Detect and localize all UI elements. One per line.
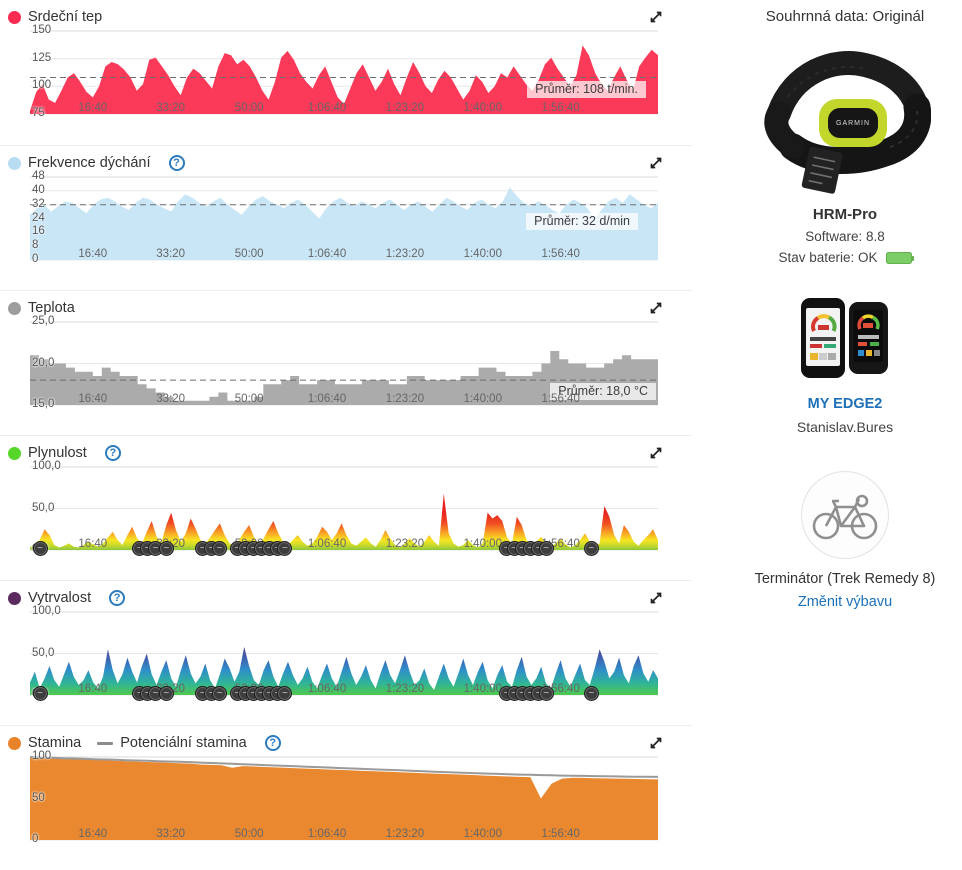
device-battery-status: Stav baterie: OK [736,250,954,265]
wave-marker-icon[interactable]: ~ [212,686,228,701]
summary-data-title: Souhrnná data: Originál [765,8,925,25]
chart-plot-heart-rate[interactable]: Průměr: 108 t/min. 150 125 100 75 16:40 33:20 5… [30,24,658,119]
hrm-pro-product-image: GARMIN [736,37,954,202]
chart-legend: Plynulost? [8,445,121,461]
device-name: HRM-Pro [812,206,878,223]
wave-marker-icon[interactable]: ~ [583,686,599,701]
expand-icon[interactable] [648,735,664,751]
legend-label: Srdeční tep [28,9,103,25]
chart-section-temperature: Teplota Průměr: 18,0 °C 25,0 20,0 15,0 16:40… [0,290,692,435]
chart-plot-stamina[interactable]: 100 50 0 16:40 33:20 50:00 1:06:40 1:23:20 1:40:… [29,750,659,845]
wave-marker-icon[interactable]: ~ [277,686,293,701]
chart-legend: Frekvence dýchání? [8,155,185,171]
legend-item-flow[interactable]: Plynulost [8,445,87,461]
edge-devices-illustration [801,298,888,378]
expand-icon[interactable] [648,155,664,171]
wave-marker-icon[interactable]: ~ [538,686,554,701]
dot-legend-marker [8,591,21,605]
chart-legend: Srdeční tep [8,9,118,25]
chart-section-heart-rate: Srdeční tep Průměr: 108 t/min. 150 125 100 7… [0,0,692,145]
chart-legend: Vytrvalost? [8,590,126,606]
legend-label: Teplota [28,300,75,316]
chart-section-grit: Vytrvalost? 100,050,00,016:4033:2050:001… [0,580,692,725]
dot-legend-marker [8,301,21,315]
legend-item-temperature[interactable]: Teplota [8,300,75,316]
edge-owner-name: Stanislav.Bures [796,419,894,435]
bicycle-icon [812,494,878,540]
battery-status-text: Stav baterie: OK [778,250,878,265]
legend-item-grit[interactable]: Vytrvalost [8,590,91,606]
legend-label: Vytrvalost [28,590,92,606]
chart-section-respiration: Frekvence dýchání? Průměr: 32 d/min 48 40 3… [0,145,692,290]
chart-header: Srdeční tep [8,6,664,28]
dot-legend-marker [8,10,21,24]
legend-label: Plynulost [28,445,87,461]
edge-device-image [736,295,954,388]
charts-column: Srdeční tep Průměr: 108 t/min. 150 125 100 7… [0,0,692,870]
chart-legend: Teplota [8,300,91,316]
legend-label: Potenciální stamina [120,735,247,751]
summary-sidebar: Souhrnná data: Originál GARMIN HRM-Pro S… [692,0,962,869]
expand-icon[interactable] [648,590,664,606]
wave-marker-icon[interactable]: ~ [277,541,293,556]
battery-icon [885,251,914,264]
chart-section-stamina: Stamina Potenciální stamina? 100 50 0 16:40 3… [0,725,692,870]
edge-device-link[interactable]: MY EDGE2 [807,396,883,412]
wave-marker-icon[interactable]: ~ [583,541,599,556]
chart-header: Frekvence dýchání? [8,152,664,174]
hrm-strap-illustration: GARMIN [764,51,932,194]
help-icon[interactable]: ? [109,590,126,606]
legend-item-respiration[interactable]: Frekvence dýchání [8,155,151,171]
wave-marker-icon[interactable]: ~ [32,541,48,556]
help-icon[interactable]: ? [104,445,121,461]
dot-legend-marker [8,736,21,750]
chart-plot-temperature[interactable]: Průměr: 18,0 °C 25,0 20,0 15,0 16:40 33:20 50:… [30,315,658,410]
legend-item-stamina[interactable]: Potenciální stamina [97,735,247,751]
chart-plot-grit[interactable]: 100,050,00,016:4033:2050:001:06:401:23:2… [30,605,658,701]
svg-text:GARMIN: GARMIN [836,120,870,127]
chart-header: Vytrvalost? [8,587,664,609]
gear-name: Terminátor (Trek Remedy 8) [754,571,936,587]
change-gear-link[interactable]: Změnit výbavu [797,594,893,610]
chart-header: Plynulost? [8,442,664,464]
chart-plot-respiration[interactable]: Průměr: 32 d/min 48 40 32 24 16 8 0 16:40 33:20 50… [30,170,658,265]
dot-legend-marker [8,156,21,170]
expand-icon[interactable] [648,300,664,316]
chart-header: Teplota [8,297,664,319]
chart-section-flow: Plynulost? 100,050,00,016:4033:2050:001:… [0,435,692,580]
help-icon[interactable]: ? [168,155,185,171]
gear-avatar [801,471,889,559]
expand-icon[interactable] [648,9,664,25]
dash-legend-marker [97,741,114,745]
wave-marker-icon[interactable]: ~ [158,686,174,701]
legend-label: Frekvence dýchání [28,155,151,171]
chart-plot-flow[interactable]: 100,050,00,016:4033:2050:001:06:401:23:2… [30,460,658,556]
legend-label: Stamina [28,735,82,751]
chart-header: Stamina Potenciální stamina? [8,732,664,754]
wave-marker-icon[interactable]: ~ [212,541,228,556]
dot-legend-marker [8,446,21,460]
help-icon[interactable]: ? [264,735,281,751]
wave-marker-icon[interactable]: ~ [538,541,554,556]
legend-item-heart-rate[interactable]: Srdeční tep [8,9,102,25]
device-software-version: Software: 8.8 [805,229,885,244]
legend-item-stamina[interactable]: Stamina [8,735,81,751]
wave-marker-icon[interactable]: ~ [158,541,174,556]
expand-icon[interactable] [648,445,664,461]
wave-marker-icon[interactable]: ~ [32,686,48,701]
chart-legend: Stamina Potenciální stamina? [8,735,281,751]
